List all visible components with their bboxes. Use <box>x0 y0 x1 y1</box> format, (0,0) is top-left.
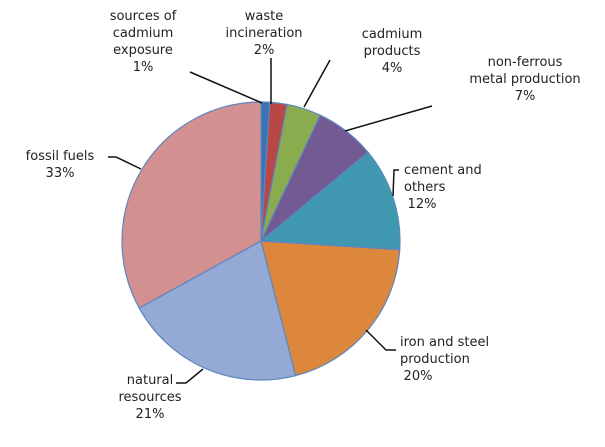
leader-line-2 <box>303 59 331 108</box>
slice-percent: 4% <box>382 61 403 76</box>
slice-percent: 12% <box>408 197 437 212</box>
slice-label-line: iron and steel <box>400 335 489 350</box>
slice-label-line: others <box>404 180 446 195</box>
slice-label-1: waste incineration 2% <box>225 9 302 58</box>
pie-slice-6 <box>138 240 297 381</box>
slice-label-7: fossil fuels 33% <box>26 149 95 181</box>
slice-label-line: products <box>364 44 421 59</box>
slice-label-line: exposure <box>113 43 173 58</box>
slice-label-3: non-ferrous metal production 7% <box>469 55 580 104</box>
pie-slice-5 <box>260 240 401 377</box>
pie-slice-4 <box>259 151 401 251</box>
slice-label-2: cadmium products 4% <box>362 27 423 76</box>
leader-line-3 <box>344 105 433 132</box>
slice-label-4: cement and others 12% <box>404 163 482 212</box>
slice-label-line: sources of <box>110 9 177 24</box>
slice-label-line: natural <box>127 373 173 388</box>
slice-label-line: cadmium <box>362 27 423 42</box>
slice-label-6: natural resources 21% <box>118 373 181 422</box>
slice-percent: 7% <box>515 89 536 104</box>
leader-line-4 <box>392 169 399 197</box>
leader-line-5 <box>365 329 396 351</box>
slice-label-line: cement and <box>404 163 482 178</box>
slice-label-line: incineration <box>225 26 302 41</box>
pie-slice-7 <box>121 101 262 309</box>
slice-label-line: production <box>400 352 470 367</box>
slice-percent: 21% <box>136 407 165 422</box>
slice-percent: 20% <box>404 369 433 384</box>
leader-line-6 <box>176 368 204 384</box>
slice-label-line: metal production <box>469 72 580 87</box>
leader-line-0 <box>189 71 263 104</box>
slice-label-line: cadmium <box>113 26 174 41</box>
slice-label-line: resources <box>118 390 181 405</box>
slice-percent: 33% <box>46 166 75 181</box>
slice-label-0: sources of cadmium exposure 1% <box>110 9 177 75</box>
slice-label-line: non-ferrous <box>488 55 563 70</box>
slice-percent: 2% <box>254 43 275 58</box>
slice-label-line: fossil fuels <box>26 149 95 164</box>
slice-label-5: iron and steel production 20% <box>400 335 489 384</box>
slice-percent: 1% <box>133 60 154 75</box>
leader-line-7 <box>108 156 142 170</box>
slice-label-line: waste <box>245 9 283 24</box>
